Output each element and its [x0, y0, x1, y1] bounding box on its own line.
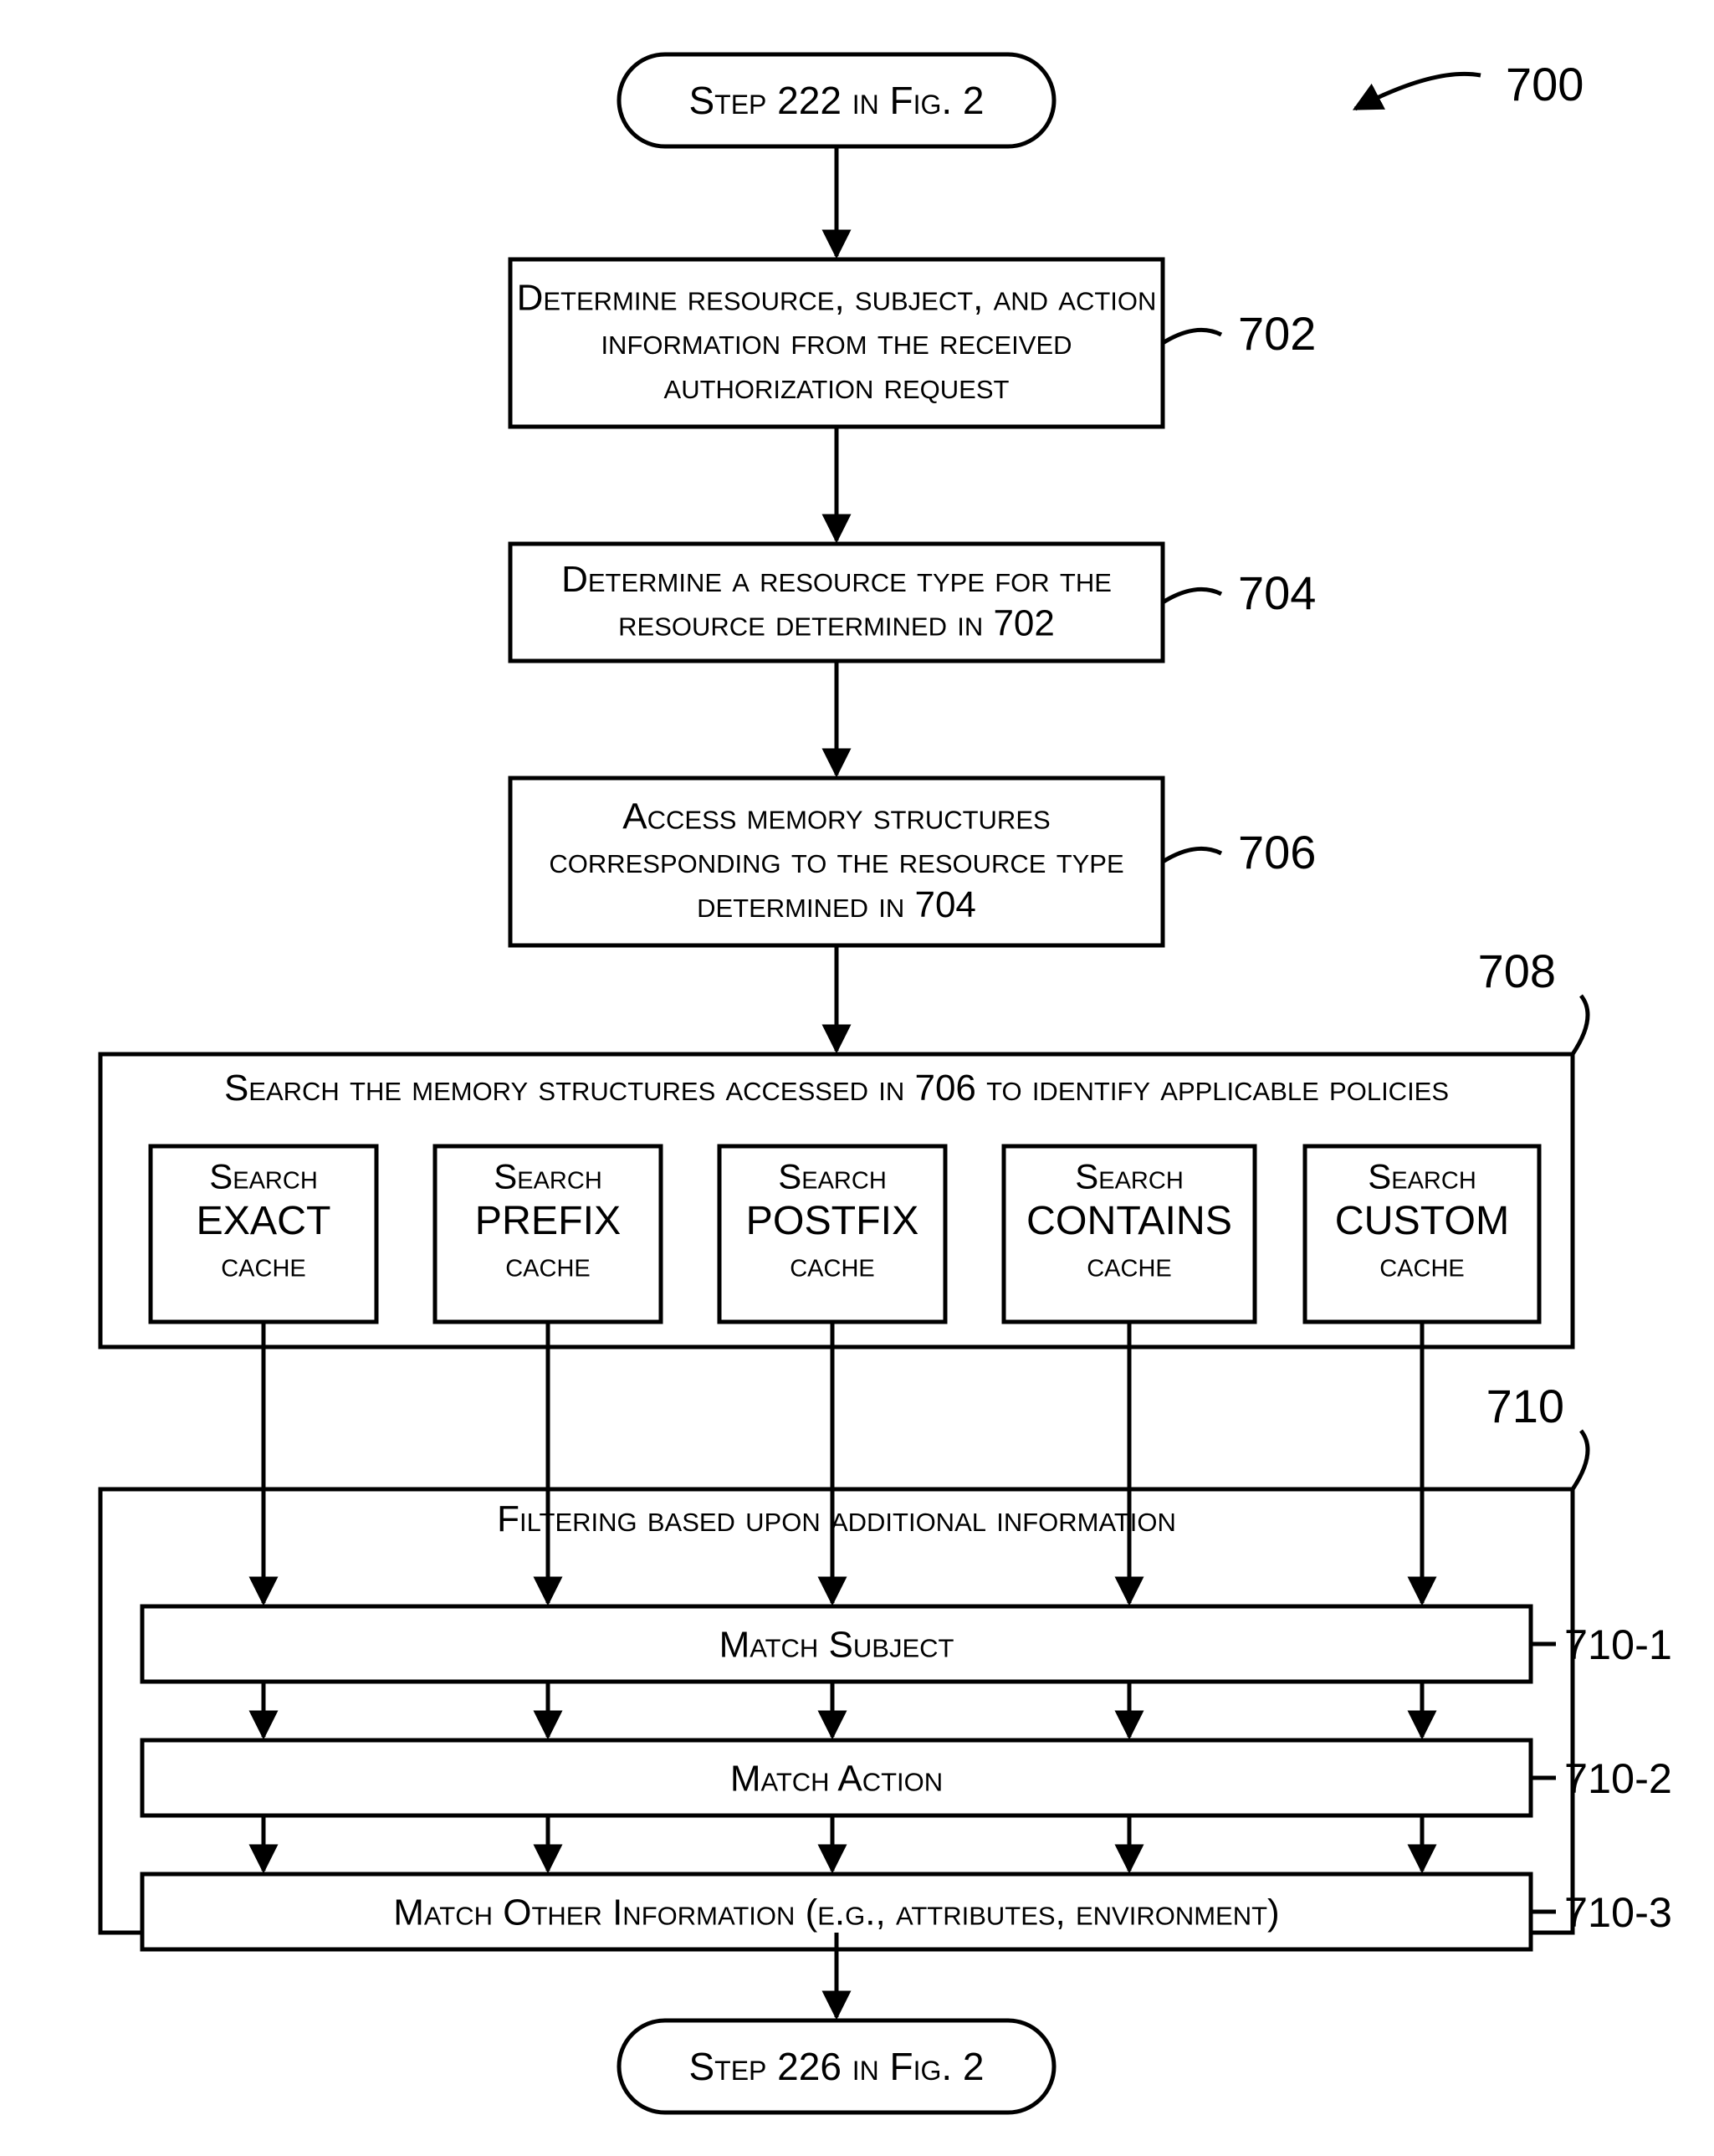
- svg-text:POSTFIX: POSTFIX: [746, 1198, 919, 1243]
- svg-text:Step 226 in Fig. 2: Step 226 in Fig. 2: [688, 2045, 984, 2088]
- svg-text:corresponding to the resource: corresponding to the resource type: [549, 840, 1123, 881]
- svg-text:cache: cache: [221, 1244, 306, 1283]
- svg-text:Access memory structures: Access memory structures: [622, 796, 1050, 837]
- svg-text:cache: cache: [1379, 1244, 1465, 1283]
- svg-text:708: 708: [1478, 945, 1556, 997]
- svg-text:Search: Search: [1368, 1156, 1476, 1196]
- svg-text:700: 700: [1506, 58, 1584, 110]
- svg-text:Search: Search: [1075, 1156, 1184, 1196]
- svg-text:Step 222 in Fig. 2: Step 222 in Fig. 2: [688, 79, 984, 122]
- svg-text:710-3: 710-3: [1564, 1888, 1672, 1936]
- flowchart-diagram: Step 222 in Fig. 2 700 Determine resource,…: [0, 0, 1714, 2156]
- svg-text:Search: Search: [209, 1156, 318, 1196]
- svg-text:cache: cache: [505, 1244, 591, 1283]
- svg-text:Match Other Information (e.g.,: Match Other Information (e.g., attribute…: [393, 1892, 1279, 1933]
- svg-text:Match Action: Match Action: [730, 1758, 943, 1799]
- svg-text:710-1: 710-1: [1564, 1621, 1672, 1668]
- svg-text:cache: cache: [1087, 1244, 1172, 1283]
- svg-text:EXACT: EXACT: [196, 1198, 330, 1243]
- svg-text:determined in 704: determined in 704: [697, 884, 976, 925]
- svg-text:CUSTOM: CUSTOM: [1335, 1198, 1509, 1243]
- svg-text:Filtering based upon additiona: Filtering based upon additional informat…: [497, 1498, 1176, 1539]
- svg-text:Determine resource, subject, a: Determine resource, subject, and action: [517, 277, 1157, 318]
- svg-text:CONTAINS: CONTAINS: [1026, 1198, 1232, 1243]
- svg-text:702: 702: [1238, 307, 1316, 360]
- svg-text:Search: Search: [778, 1156, 887, 1196]
- svg-text:resource determined in 702: resource determined in 702: [618, 603, 1055, 644]
- svg-text:710: 710: [1486, 1380, 1564, 1432]
- svg-text:Search: Search: [494, 1156, 602, 1196]
- svg-text:706: 706: [1238, 826, 1316, 878]
- svg-text:704: 704: [1238, 566, 1316, 619]
- svg-text:authorization request: authorization request: [664, 366, 1010, 407]
- svg-text:cache: cache: [790, 1244, 875, 1283]
- svg-text:710-2: 710-2: [1564, 1754, 1672, 1802]
- svg-text:Search the memory structures a: Search the memory structures accessed in…: [224, 1068, 1449, 1109]
- svg-text:Match Subject: Match Subject: [719, 1624, 954, 1665]
- svg-text:PREFIX: PREFIX: [475, 1198, 621, 1243]
- svg-text:information from the received: information from the received: [601, 321, 1072, 362]
- svg-text:Determine a resource type for: Determine a resource type for the: [561, 559, 1112, 600]
